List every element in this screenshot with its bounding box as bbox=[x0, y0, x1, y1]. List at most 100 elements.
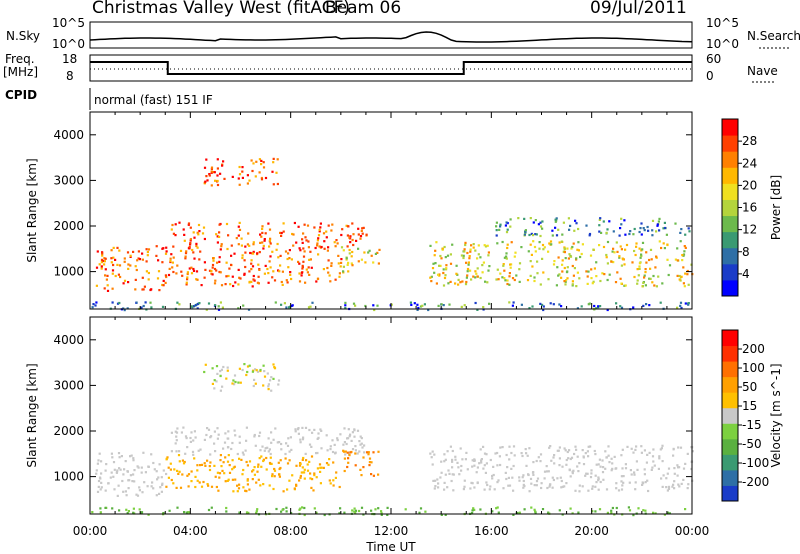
heatmap-cell bbox=[640, 445, 643, 448]
heatmap-cell bbox=[266, 372, 269, 375]
heatmap-cell bbox=[657, 275, 660, 278]
heatmap-cell bbox=[159, 486, 162, 489]
heatmap-cell bbox=[259, 233, 262, 236]
heatmap-cell bbox=[576, 307, 579, 310]
colorbar-segment bbox=[722, 330, 738, 347]
heatmap-cell bbox=[543, 470, 547, 473]
heatmap-cell bbox=[226, 366, 229, 369]
heatmap-cell bbox=[145, 248, 148, 251]
heatmap-cell bbox=[226, 437, 229, 440]
heatmap-cell bbox=[651, 234, 654, 237]
heatmap-cell bbox=[329, 445, 332, 448]
heatmap-cell bbox=[172, 270, 175, 274]
heatmap-cell bbox=[208, 468, 212, 472]
heatmap-cell bbox=[210, 170, 213, 173]
heatmap-cell bbox=[684, 272, 687, 275]
heatmap-cell bbox=[237, 307, 240, 310]
heatmap-cell bbox=[224, 432, 227, 435]
heatmap-cell bbox=[132, 507, 135, 510]
heatmap-cell bbox=[212, 259, 215, 262]
heatmap-cell bbox=[461, 458, 464, 461]
heatmap-cell bbox=[227, 234, 230, 237]
heatmap-cell bbox=[556, 477, 559, 480]
heatmap-cell bbox=[619, 245, 622, 248]
heatmap-cell bbox=[315, 476, 318, 479]
heatmap-cell bbox=[127, 281, 130, 284]
heatmap-cell bbox=[210, 506, 213, 509]
heatmap-cell bbox=[113, 468, 116, 471]
heatmap-cell bbox=[484, 245, 488, 248]
heatmap-cell bbox=[303, 471, 306, 474]
heatmap-cell bbox=[457, 466, 460, 469]
heatmap-cell bbox=[650, 468, 653, 471]
heatmap-cell bbox=[429, 244, 432, 247]
heatmap-cell bbox=[255, 510, 258, 513]
heatmap-cell bbox=[529, 217, 532, 220]
heatmap-cell bbox=[233, 429, 236, 432]
heatmap-cell bbox=[491, 474, 494, 478]
heatmap-cell bbox=[558, 303, 561, 306]
heatmap-cell bbox=[141, 288, 144, 291]
heatmap-cell bbox=[286, 257, 289, 261]
heatmap-cell bbox=[348, 248, 351, 252]
colorbar-segment bbox=[722, 247, 738, 265]
heatmap-cell bbox=[518, 479, 521, 482]
heatmap-cell bbox=[165, 246, 168, 249]
heatmap-cell bbox=[438, 264, 441, 267]
heatmap-cell bbox=[305, 239, 308, 242]
heatmap-cell bbox=[219, 301, 222, 304]
heatmap-cell bbox=[140, 471, 143, 474]
heatmap-cell bbox=[594, 510, 597, 513]
heatmap-cell bbox=[213, 464, 216, 467]
heatmap-cell bbox=[237, 381, 240, 384]
heatmap-cell bbox=[417, 306, 420, 310]
heatmap-cell bbox=[526, 279, 530, 282]
heatmap-cell bbox=[652, 511, 655, 514]
heatmap-cell bbox=[539, 302, 542, 305]
heatmap-cell bbox=[95, 284, 98, 287]
heatmap-cell bbox=[338, 275, 341, 278]
heatmap-cell bbox=[287, 266, 290, 269]
heatmap-cell bbox=[123, 257, 126, 260]
heatmap-cell bbox=[605, 256, 608, 259]
heatmap-cell bbox=[465, 261, 468, 264]
heatmap-cell bbox=[352, 243, 355, 247]
heatmap-cell bbox=[237, 177, 240, 180]
heatmap-cell bbox=[479, 276, 482, 280]
heatmap-cell bbox=[512, 445, 516, 448]
heatmap-cell bbox=[463, 250, 466, 253]
heatmap-cell bbox=[489, 458, 492, 462]
heatmap-cell bbox=[470, 278, 473, 281]
heatmap-cell bbox=[328, 274, 331, 277]
heatmap-cell bbox=[495, 234, 498, 237]
heatmap-cell bbox=[250, 262, 253, 265]
heatmap-cell bbox=[431, 267, 435, 270]
heatmap-cell bbox=[252, 241, 255, 244]
heatmap-cell bbox=[484, 280, 487, 283]
heatmap-cell bbox=[258, 457, 261, 460]
heatmap-cell bbox=[506, 279, 509, 282]
x-axis-title: Time UT bbox=[365, 540, 416, 554]
heatmap-cell bbox=[380, 512, 383, 515]
heatmap-cell bbox=[655, 285, 658, 288]
heatmap-cell bbox=[299, 462, 302, 465]
heatmap-cell bbox=[153, 468, 156, 471]
heatmap-cell bbox=[161, 247, 164, 250]
heatmap-cell bbox=[530, 506, 533, 509]
heatmap-cell bbox=[598, 230, 601, 233]
heatmap-cell bbox=[111, 301, 114, 304]
heatmap-cell bbox=[345, 257, 348, 260]
heatmap-cell bbox=[532, 240, 535, 243]
heatmap-cell bbox=[360, 506, 364, 509]
heatmap-cell bbox=[266, 267, 269, 271]
heatmap-cell bbox=[386, 513, 389, 516]
heatmap-cell bbox=[557, 256, 560, 259]
heatmap-cell bbox=[558, 509, 561, 512]
heatmap-cell bbox=[252, 384, 255, 388]
heatmap-cell bbox=[409, 301, 412, 304]
heatmap-cell bbox=[551, 229, 554, 232]
heatmap-cell bbox=[264, 232, 267, 235]
heatmap-cell bbox=[298, 247, 301, 250]
heatmap-cell bbox=[242, 468, 245, 472]
heatmap-cell bbox=[222, 365, 225, 369]
